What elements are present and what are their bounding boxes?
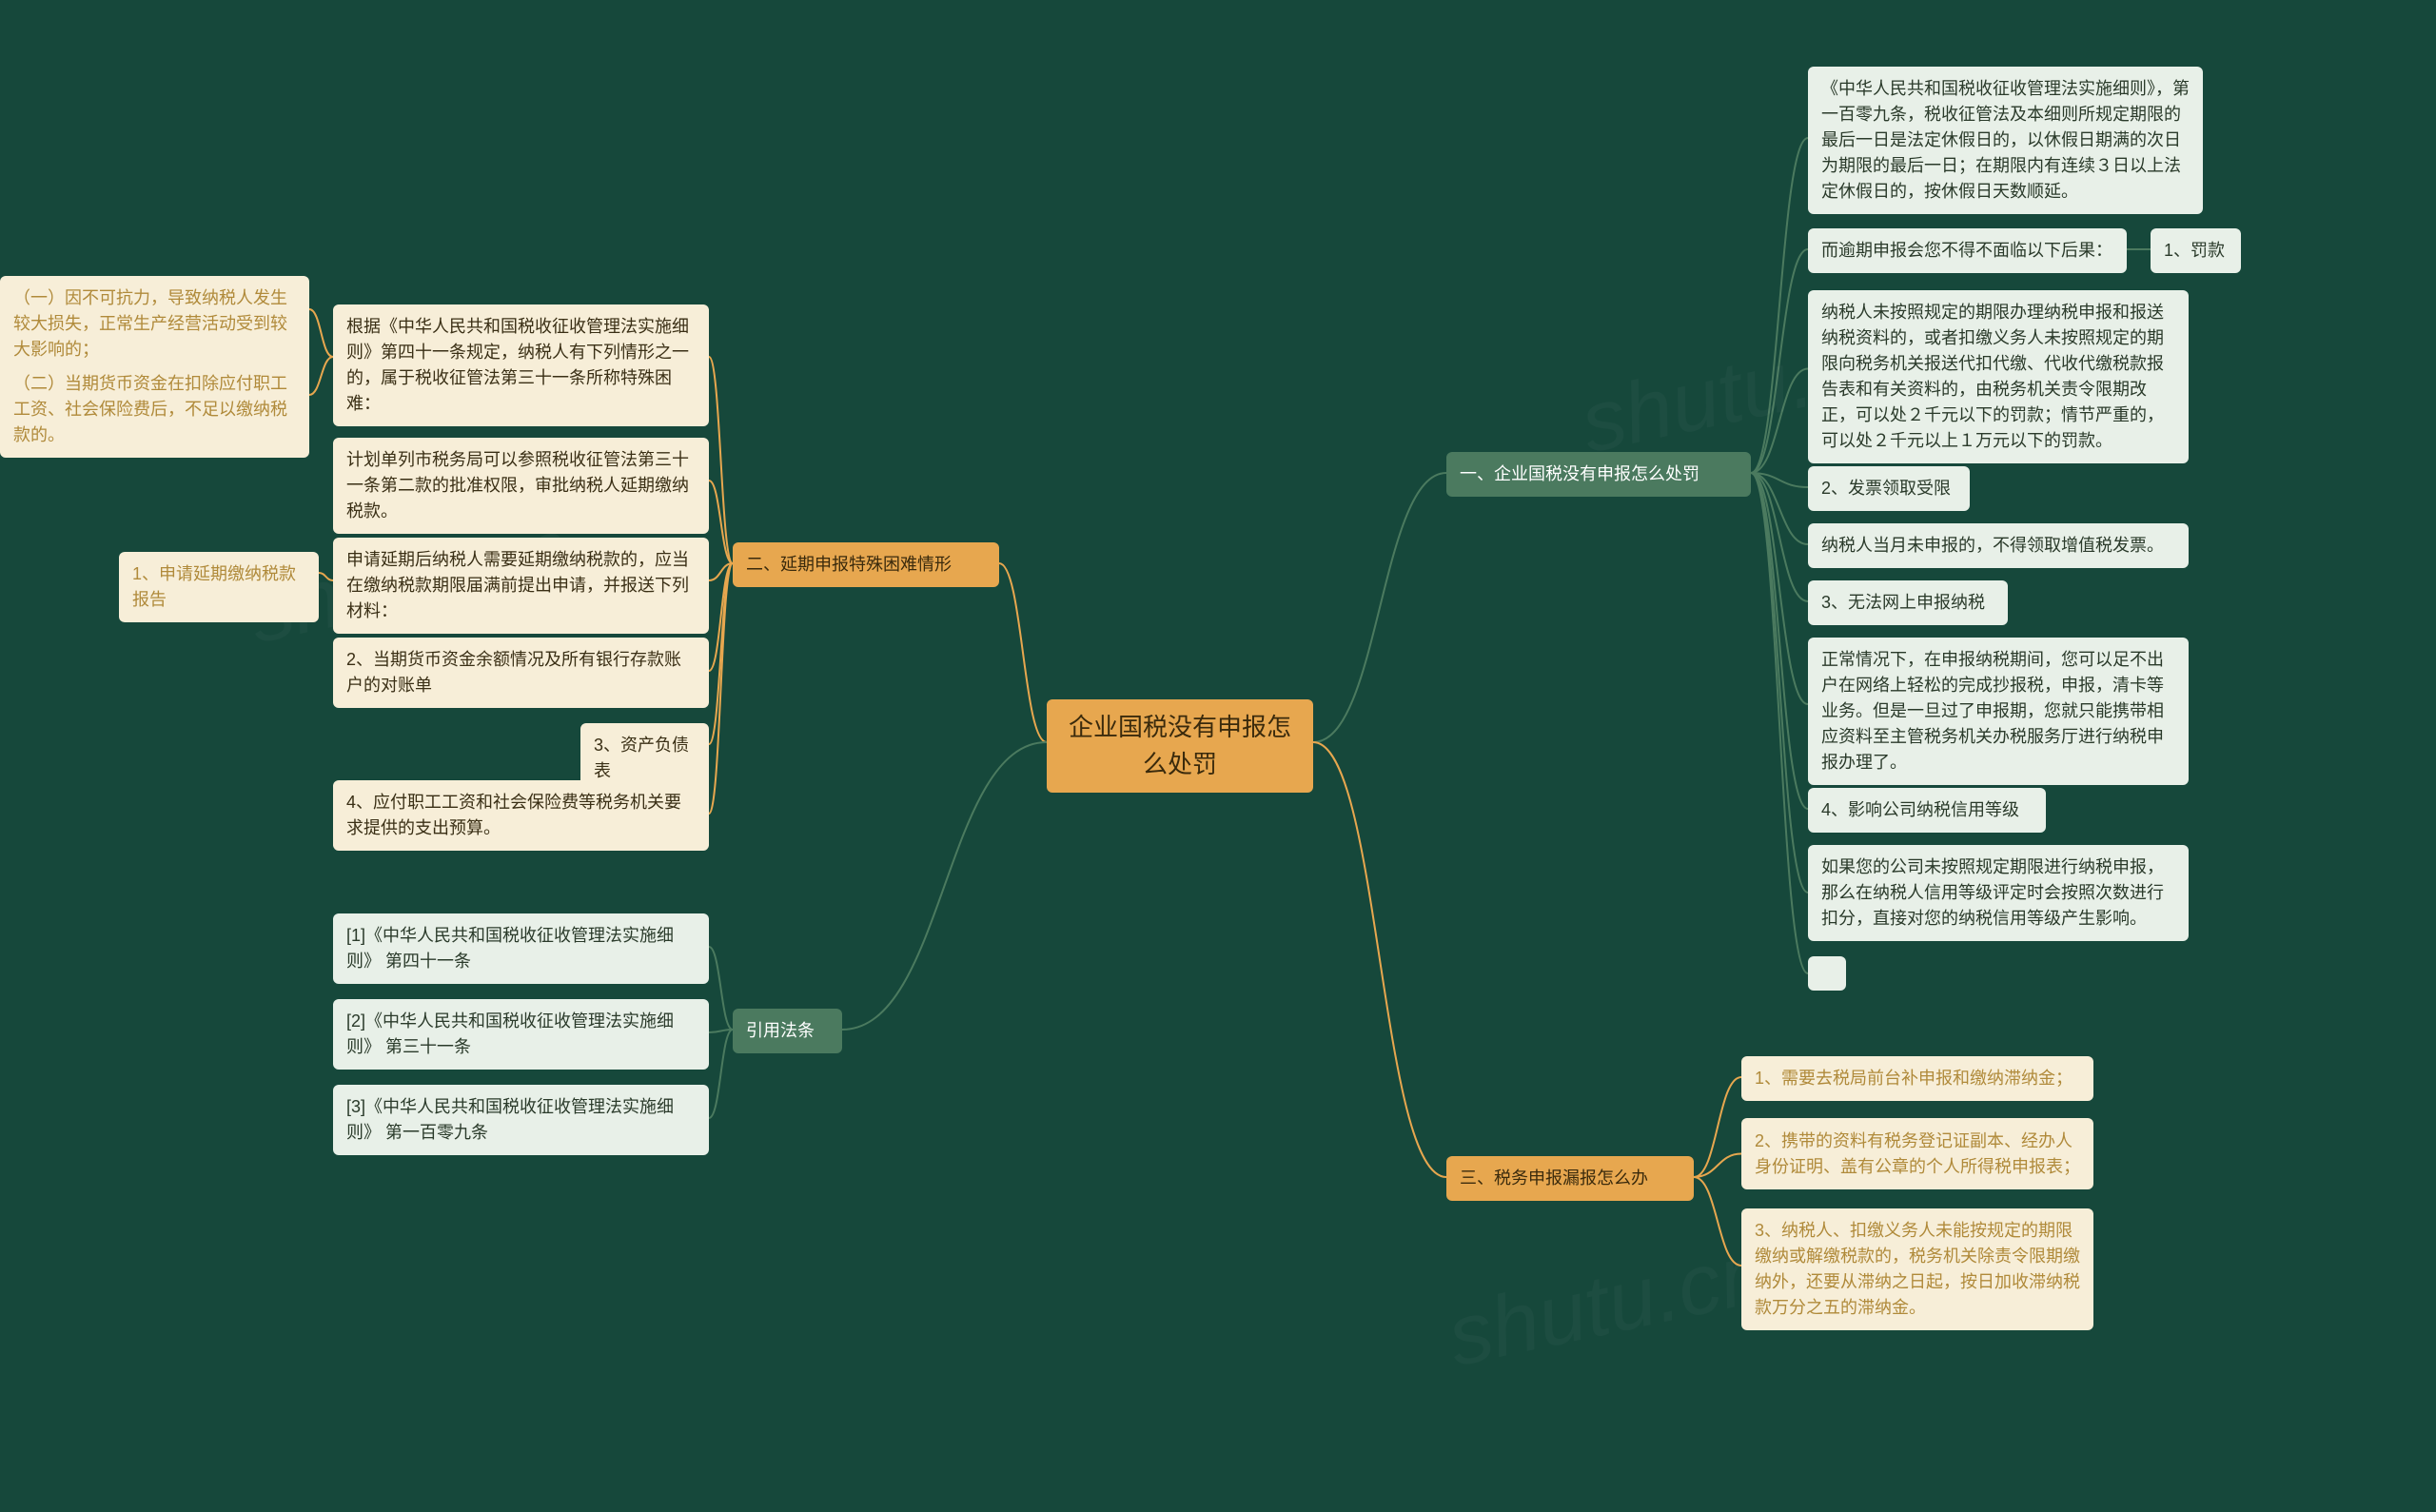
- leaf: 如果您的公司未按照规定期限进行纳税申报，那么在纳税人信用等级评定时会按照次数进行…: [1808, 845, 2189, 941]
- leaf: 4、应付职工工资和社会保险费等税务机关要求提供的支出预算。: [333, 780, 709, 851]
- leaf: （二）当期货币资金在扣除应付职工工资、社会保险费后，不足以缴纳税款的。: [0, 362, 309, 458]
- leaf: 申请延期后纳税人需要延期缴纳税款的，应当在缴纳税款期限届满前提出申请，并报送下列…: [333, 538, 709, 634]
- leaf: 2、当期货币资金余额情况及所有银行存款账户的对账单: [333, 638, 709, 708]
- leaf: 2、携带的资料有税务登记证副本、经办人身份证明、盖有公章的个人所得税申报表；: [1741, 1118, 2093, 1189]
- leaf: 2、发票领取受限: [1808, 466, 1970, 511]
- center-node: 企业国税没有申报怎么处罚: [1047, 699, 1313, 793]
- leaf: 纳税人当月未申报的，不得领取增值税发票。: [1808, 523, 2189, 568]
- leaf: 计划单列市税务局可以参照税收征管法第三十一条第二款的批准权限，审批纳税人延期缴纳…: [333, 438, 709, 534]
- leaf: 4、影响公司纳税信用等级: [1808, 788, 2046, 833]
- leaf: 纳税人未按照规定的期限办理纳税申报和报送纳税资料的，或者扣缴义务人未按照规定的期…: [1808, 290, 2189, 463]
- leaf: （一）因不可抗力，导致纳税人发生较大损失，正常生产经营活动受到较大影响的；: [0, 276, 309, 372]
- leaf: 而逾期申报会您不得不面临以下后果：: [1808, 228, 2127, 273]
- branch-3: 三、税务申报漏报怎么办: [1446, 1156, 1694, 1201]
- leaf: [2]《中华人民共和国税收征收管理法实施细则》 第三十一条: [333, 999, 709, 1070]
- leaf: [1808, 956, 1846, 991]
- leaf: 《中华人民共和国税收征收管理法实施细则》，第一百零九条，税收征管法及本细则所规定…: [1808, 67, 2203, 214]
- leaf: 根据《中华人民共和国税收征收管理法实施细则》第四十一条规定，纳税人有下列情形之一…: [333, 304, 709, 426]
- leaf: [1]《中华人民共和国税收征收管理法实施细则》 第四十一条: [333, 913, 709, 984]
- leaf: [3]《中华人民共和国税收征收管理法实施细则》 第一百零九条: [333, 1085, 709, 1155]
- mindmap-canvas: shutu.cn shutu.cn shutu.cn 企业国税没有申报怎么处罚一…: [0, 0, 2436, 1512]
- watermark: shutu.cn: [1440, 1224, 1777, 1386]
- leaf: 3、无法网上申报纳税: [1808, 580, 2008, 625]
- branch-2: 二、延期申报特殊困难情形: [733, 542, 999, 587]
- branch-1: 一、企业国税没有申报怎么处罚: [1446, 452, 1751, 497]
- leaf: 3、纳税人、扣缴义务人未能按规定的期限缴纳或解缴税款的，税务机关除责令限期缴纳外…: [1741, 1208, 2093, 1330]
- leaf: 1、申请延期缴纳税款报告: [119, 552, 319, 622]
- branch-4: 引用法条: [733, 1009, 842, 1053]
- leaf: 1、需要去税局前台补申报和缴纳滞纳金；: [1741, 1056, 2093, 1101]
- leaf: 1、罚款: [2151, 228, 2241, 273]
- leaf: 正常情况下，在申报纳税期间，您可以足不出户在网络上轻松的完成抄报税，申报，清卡等…: [1808, 638, 2189, 785]
